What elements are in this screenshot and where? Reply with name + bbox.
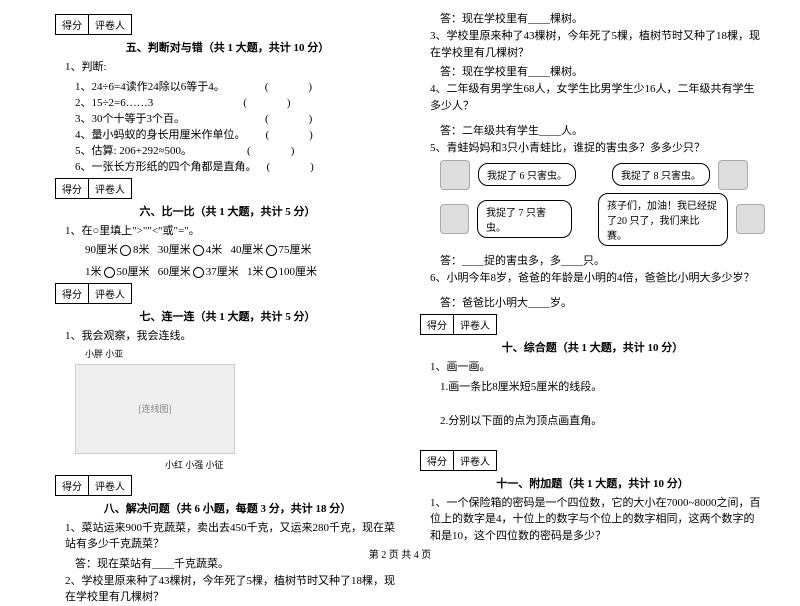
left-column: 得分 评卷人 五、判断对与错（共 1 大题，共计 10 分） 1、判断: 1、2… xyxy=(50,10,405,545)
sec10-lead: 1、画一画。 xyxy=(430,359,765,376)
sec8-a2: 答：现在学校里有____棵树。 xyxy=(440,10,765,26)
section-7-title: 七、连一连（共 1 大题，共计 5 分） xyxy=(55,308,400,324)
page-footer: 第 2 页 共 4 页 xyxy=(0,546,800,561)
reviewer-label: 评卷人 xyxy=(454,315,496,334)
score-label: 得分 xyxy=(56,476,89,495)
reviewer-label: 评卷人 xyxy=(89,179,131,198)
reviewer-label: 评卷人 xyxy=(89,476,131,495)
sec7-bot-labels: 小红 小强 小征 xyxy=(165,458,400,471)
bubble-2: 我捉了 8 只害虫。 xyxy=(612,163,710,186)
section-5-title: 五、判断对与错（共 1 大题，共计 10 分） xyxy=(55,39,400,55)
bubble-1: 我捉了 6 只害虫。 xyxy=(478,163,576,186)
sec8-a3: 答：现在学校里有____棵树。 xyxy=(440,63,765,79)
frog-icon xyxy=(440,160,470,190)
sec10-sub1: 1.画一条比8厘米短5厘米的线段。 xyxy=(440,378,765,394)
section-6-title: 六、比一比（共 1 大题，共计 5 分） xyxy=(55,203,400,219)
reviewer-label: 评卷人 xyxy=(89,15,131,34)
exam-page: 得分 评卷人 五、判断对与错（共 1 大题，共计 10 分） 1、判断: 1、2… xyxy=(0,0,800,545)
sec10-sub2: 2.分别以下面的点为顶点画直角。 xyxy=(440,412,765,428)
sec8-q2: 2、学校里原来种了43棵树，今年死了5棵，植树节时又种了18棵，现在学校里有几棵… xyxy=(65,573,400,606)
sec8-a4: 答：二年级共有学生____人。 xyxy=(440,122,765,138)
score-label: 得分 xyxy=(421,315,454,334)
frog-icon xyxy=(736,204,765,234)
score-box: 得分 评卷人 xyxy=(55,14,132,35)
reviewer-label: 评卷人 xyxy=(454,451,496,470)
score-box: 得分 评卷人 xyxy=(55,475,132,496)
connect-image: [连线图] xyxy=(75,364,235,454)
right-column: 答：现在学校里有____棵树。 3、学校里原来种了43棵树，今年死了5棵，植树节… xyxy=(415,10,770,545)
bubble-row-1: 我捉了 6 只害虫。 我捉了 8 只害虫。 xyxy=(440,160,765,190)
sec5-item-1: 1、24÷6=4读作24除以6等于4。() xyxy=(75,78,400,94)
sec5-item-5: 5、估算: 206+292≈500。() xyxy=(75,142,400,158)
score-box: 得分 评卷人 xyxy=(420,450,497,471)
frog-icon xyxy=(440,204,469,234)
sec6-row1: 90厘米8米 30厘米4米 40厘米75厘米 xyxy=(85,241,400,257)
bubble-4: 孩子们，加油！我已经捉了20 只了，我们来比赛。 xyxy=(598,193,728,246)
sec11-q1: 1、一个保险箱的密码是一个四位数，它的大小在7000~8000之间，百位上的数字… xyxy=(430,495,765,545)
sec7-top-labels: 小胖 小亚 xyxy=(85,347,400,360)
sec5-item-4: 4、量小蚂蚁的身长用厘米作单位。() xyxy=(75,126,400,142)
sec8-q4: 4、二年级有男学生68人，女学生比男学生少16人，二年级共有学生多少人？ xyxy=(430,81,765,114)
sec7-lead: 1、我会观察，我会连线。 xyxy=(65,328,400,345)
sec8-q5: 5、青蛙妈妈和3只小青蛙比，谁捉的害虫多？多多少只？ xyxy=(430,140,765,157)
section-11-title: 十一、附加题（共 1 大题，共计 10 分） xyxy=(420,475,765,491)
sec5-item-3: 3、30个十等于3个百。() xyxy=(75,110,400,126)
sec5-lead: 1、判断: xyxy=(65,59,400,76)
score-label: 得分 xyxy=(56,179,89,198)
section-10-title: 十、综合题（共 1 大题，共计 10 分） xyxy=(420,339,765,355)
bubble-3: 我捉了 7 只害虫。 xyxy=(477,200,572,238)
score-label: 得分 xyxy=(56,15,89,34)
score-box: 得分 评卷人 xyxy=(55,283,132,304)
score-label: 得分 xyxy=(421,451,454,470)
sec6-lead: 1、在○里填上">""<"或"="。 xyxy=(65,223,400,240)
sec8-q6: 6、小明今年8岁，爸爸的年龄是小明的4倍，爸爸比小明大多少岁？ xyxy=(430,270,765,287)
score-box: 得分 评卷人 xyxy=(55,178,132,199)
sec8-q3: 3、学校里原来种了43棵树，今年死了5棵，植树节时又种了18棵，现在学校里有几棵… xyxy=(430,28,765,61)
score-box: 得分 评卷人 xyxy=(420,314,497,335)
bubble-row-2: 我捉了 7 只害虫。 孩子们，加油！我已经捉了20 只了，我们来比赛。 xyxy=(440,193,765,246)
sec6-row2: 1米50厘米 60厘米37厘米 1米100厘米 xyxy=(85,263,400,279)
sec5-item-2: 2、15÷2=6……3() xyxy=(75,94,400,110)
sec8-a5: 答：____捉的害虫多，多____只。 xyxy=(440,252,765,268)
reviewer-label: 评卷人 xyxy=(89,284,131,303)
score-label: 得分 xyxy=(56,284,89,303)
sec5-item-6: 6、一张长方形纸的四个角都是直角。() xyxy=(75,158,400,174)
section-8-title: 八、解决问题（共 6 小题，每题 3 分，共计 18 分） xyxy=(55,500,400,516)
frog-icon xyxy=(718,160,748,190)
sec8-a6: 答：爸爸比小明大____岁。 xyxy=(440,294,765,310)
